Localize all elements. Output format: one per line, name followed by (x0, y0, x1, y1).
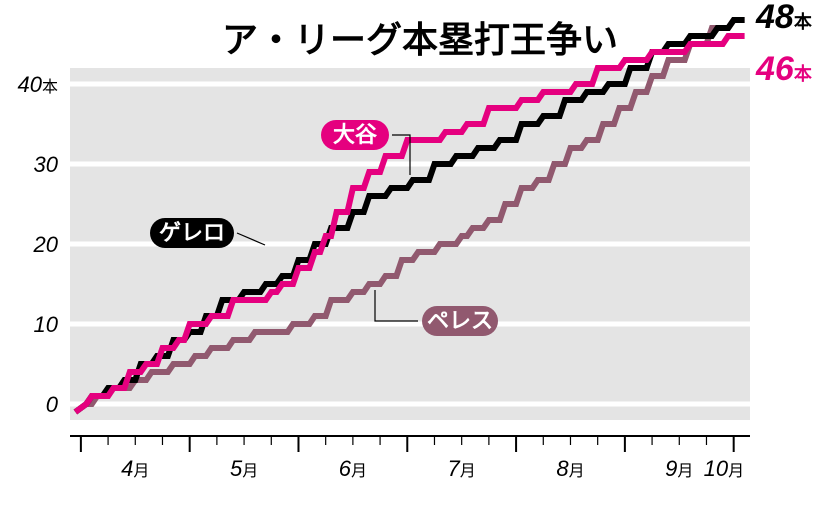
y-tick-label: 30 (34, 152, 59, 177)
label-text-perez: ペレス (427, 308, 493, 333)
x-tick-label: 7月 (448, 456, 476, 481)
x-tick-label: 4月 (121, 456, 149, 481)
y-tick-label: 20 (33, 232, 59, 257)
y-tick-label: 10 (34, 312, 59, 337)
label-text-guerrero: ゲレロ (159, 220, 225, 245)
y-tick-label: 0 (46, 392, 59, 417)
x-tick-label: 5月 (230, 456, 258, 481)
label-text-ohtani: 大谷 (333, 122, 378, 147)
y-tick-label: 40本 (18, 72, 59, 97)
hr-race-chart: ア・リーグ本塁打王争い 0 10 20 30 40本 4月 5月 6月 7月 8月 9月 10月 ペレス ゲ… (0, 0, 840, 515)
chart-title: ア・リーグ本塁打王争い (222, 19, 618, 60)
x-tick-label: 8月 (556, 456, 584, 481)
end-value-guerrero: 48本 (755, 0, 812, 36)
x-tick-label: 9月 (665, 456, 693, 481)
chart-svg: ア・リーグ本塁打王争い 0 10 20 30 40本 4月 5月 6月 7月 8月 9月 10月 ペレス ゲ… (0, 0, 840, 515)
end-value-ohtani: 46本 (755, 50, 812, 88)
x-tick-label: 6月 (339, 456, 367, 481)
x-tick-label: 10月 (704, 456, 745, 481)
